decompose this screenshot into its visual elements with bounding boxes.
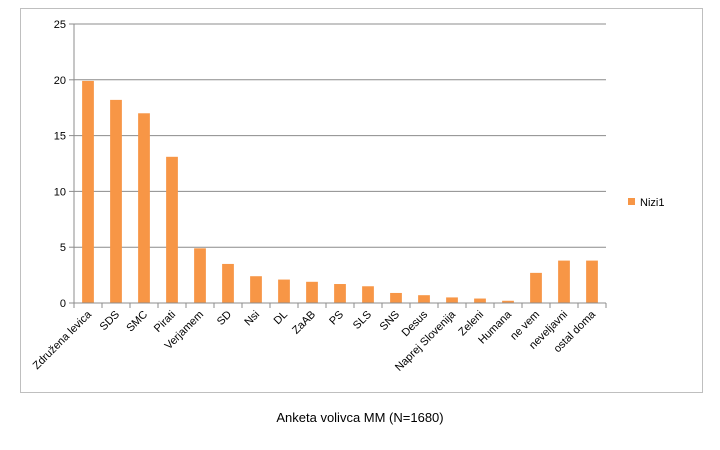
x-tick-label: DL xyxy=(272,309,290,327)
bar xyxy=(278,279,290,303)
y-tick-label: 0 xyxy=(60,298,66,310)
bars xyxy=(82,80,598,303)
x-tick-label: SDS xyxy=(98,309,122,333)
bar xyxy=(250,276,262,303)
bar xyxy=(306,281,318,303)
bar xyxy=(110,99,122,303)
y-axis-ticks: 0 5 10 15 20 25 xyxy=(54,19,74,310)
axes xyxy=(73,24,606,304)
y-tick-label: 15 xyxy=(54,131,66,143)
bar xyxy=(334,284,346,303)
legend-swatch xyxy=(628,198,635,205)
x-tick-label: PS xyxy=(327,309,346,328)
bar xyxy=(502,300,514,303)
gridlines xyxy=(74,23,606,248)
x-tick-label: Združena levica xyxy=(31,308,95,372)
x-tick-label: SLS xyxy=(351,309,374,332)
bar xyxy=(530,272,542,303)
bar xyxy=(222,263,234,303)
bar xyxy=(558,260,570,303)
bar xyxy=(390,292,402,303)
x-tick-label: ZaAB xyxy=(290,309,318,337)
bar xyxy=(586,260,598,303)
bar xyxy=(138,113,150,303)
bar xyxy=(474,298,486,303)
y-tick-label: 5 xyxy=(60,242,66,254)
bar xyxy=(418,295,430,303)
bar xyxy=(446,297,458,303)
y-tick-label: 25 xyxy=(54,19,66,31)
legend-label: Nizi1 xyxy=(640,197,664,209)
bar xyxy=(166,156,178,303)
chart-frame xyxy=(20,8,703,393)
chart-caption: Anketa volivca MM (N=1680) xyxy=(276,410,444,425)
x-tick-label: SD xyxy=(215,309,234,328)
bar xyxy=(82,80,94,303)
legend: Nizi1 xyxy=(628,197,664,209)
y-tick-label: 10 xyxy=(54,186,66,198)
bar xyxy=(362,286,374,303)
bar xyxy=(194,248,206,303)
x-tick-label: Nsi xyxy=(242,309,262,329)
x-tick-label: SMC xyxy=(124,309,150,335)
x-tick-label: SNS xyxy=(378,309,402,333)
y-tick-label: 20 xyxy=(54,75,66,87)
